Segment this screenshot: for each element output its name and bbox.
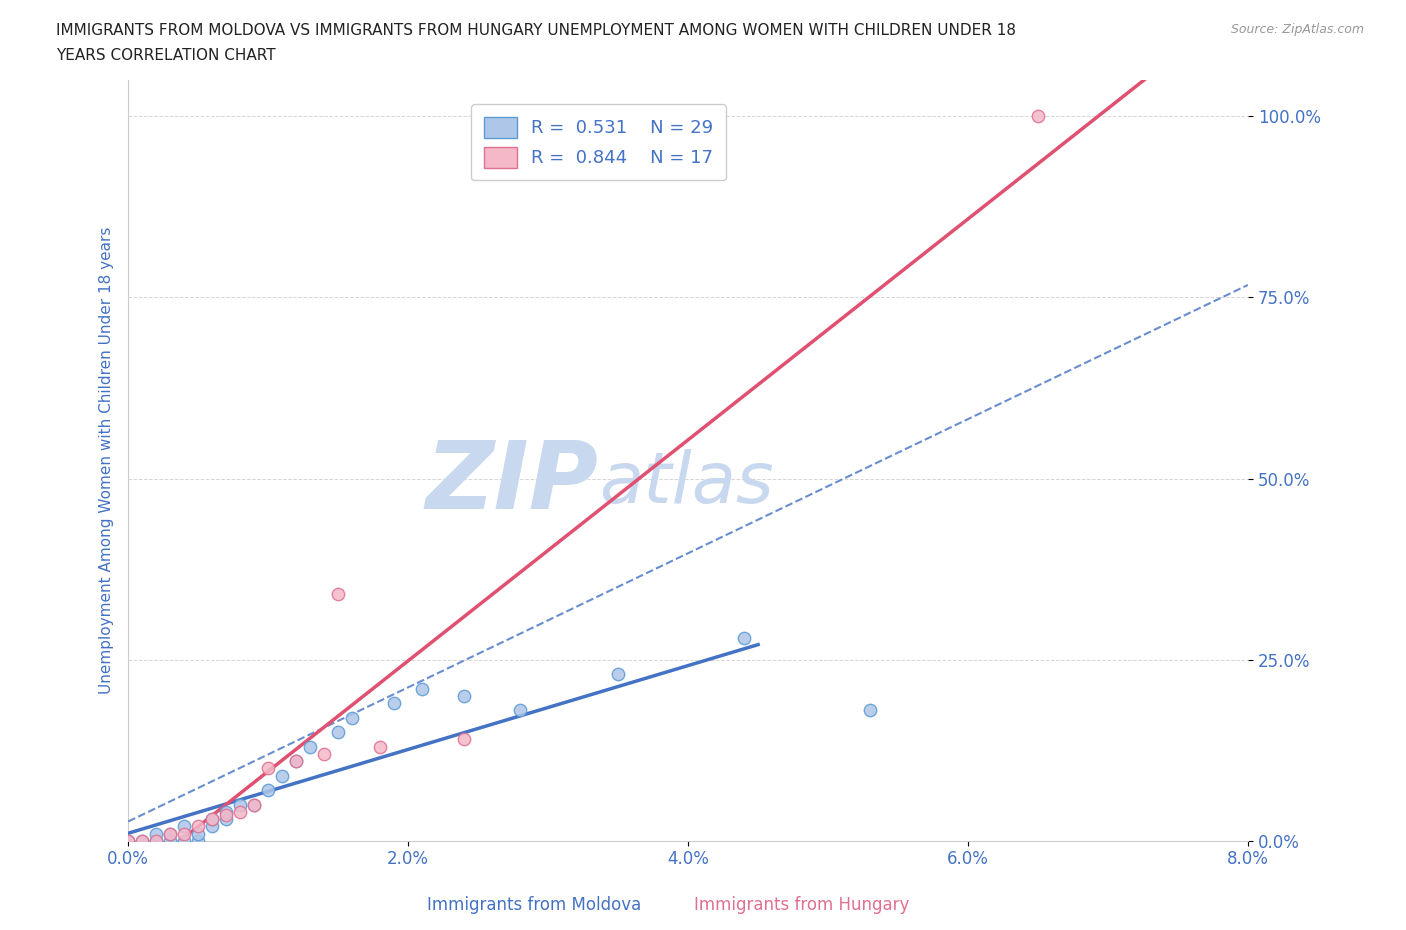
Point	[411, 681, 433, 696]
Point	[328, 724, 350, 739]
Point	[215, 812, 238, 827]
Point	[159, 826, 181, 841]
Point	[187, 826, 209, 841]
Point	[257, 783, 280, 798]
Text: Immigrants from Moldova: Immigrants from Moldova	[427, 896, 641, 913]
Point	[187, 833, 209, 848]
Legend: R =  0.531    N = 29, R =  0.844    N = 17: R = 0.531 N = 29, R = 0.844 N = 17	[471, 104, 725, 180]
Point	[229, 804, 252, 819]
Point	[859, 703, 882, 718]
Point	[257, 761, 280, 776]
Point	[201, 812, 224, 827]
Point	[131, 833, 153, 848]
Point	[243, 797, 266, 812]
Point	[201, 812, 224, 827]
Point	[382, 696, 405, 711]
Text: Source: ZipAtlas.com: Source: ZipAtlas.com	[1230, 23, 1364, 36]
Text: IMMIGRANTS FROM MOLDOVA VS IMMIGRANTS FROM HUNGARY UNEMPLOYMENT AMONG WOMEN WITH: IMMIGRANTS FROM MOLDOVA VS IMMIGRANTS FR…	[56, 23, 1017, 38]
Point	[173, 818, 195, 833]
Point	[117, 833, 139, 848]
Point	[328, 587, 350, 602]
Point	[201, 818, 224, 833]
Point	[733, 631, 755, 645]
Point	[271, 768, 294, 783]
Point	[159, 833, 181, 848]
Point	[145, 826, 167, 841]
Point	[173, 833, 195, 848]
Text: YEARS CORRELATION CHART: YEARS CORRELATION CHART	[56, 48, 276, 63]
Point	[607, 667, 630, 682]
Point	[314, 747, 336, 762]
Point	[229, 797, 252, 812]
Point	[299, 739, 322, 754]
Point	[340, 711, 363, 725]
Point	[368, 739, 391, 754]
Point	[509, 703, 531, 718]
Point	[215, 808, 238, 823]
Text: atlas: atlas	[599, 449, 773, 518]
Point	[145, 833, 167, 848]
Point	[131, 833, 153, 848]
Point	[1026, 109, 1049, 124]
Y-axis label: Unemployment Among Women with Children Under 18 years: Unemployment Among Women with Children U…	[100, 227, 114, 694]
Point	[453, 688, 475, 703]
Point	[285, 753, 308, 768]
Point	[117, 833, 139, 848]
Point	[173, 826, 195, 841]
Point	[243, 797, 266, 812]
Point	[215, 804, 238, 819]
Point	[187, 818, 209, 833]
Point	[159, 826, 181, 841]
Point	[285, 753, 308, 768]
Text: ZIP: ZIP	[426, 437, 599, 529]
Point	[453, 732, 475, 747]
Text: Immigrants from Hungary: Immigrants from Hungary	[693, 896, 910, 913]
Point	[145, 833, 167, 848]
